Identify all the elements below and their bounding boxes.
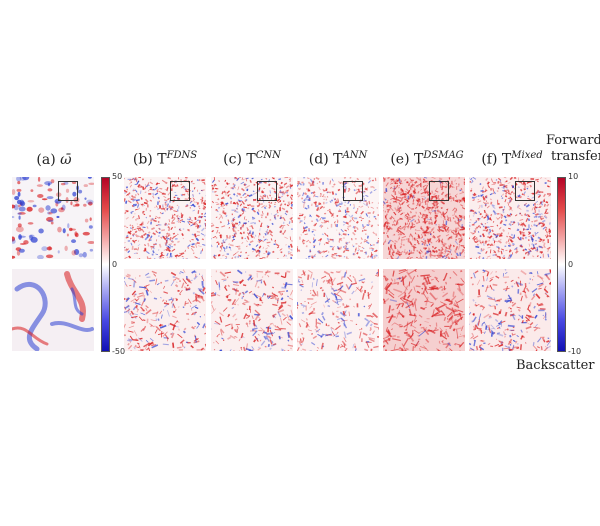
vorticity-colorbar [101,177,110,352]
panel-title-f: (f) TMixed [481,150,543,168]
cnn-zoom-image [211,269,293,351]
zoom-region-box-b [170,181,190,201]
zoom-region-box-f [515,181,535,201]
mixed-transfer-image [469,177,551,259]
fdns-zoom-image [124,269,206,351]
dsmag-transfer-panel [383,177,465,259]
vorticity-colorbar-min: -50 [112,347,126,356]
vorticity-colorbar-max: 50 [112,172,123,181]
cnn-transfer-image [211,177,293,259]
forward-transfer-label-line2: transfer [551,149,600,164]
fdns-zoom-panel [124,269,206,351]
transfer-colorbar-mid: 0 [568,260,574,269]
panel-title-c: (c) TCNN [223,150,281,168]
fdns-transfer-image [124,177,206,259]
backscatter-label: Backscatter [516,358,595,373]
cnn-zoom-panel [211,269,293,351]
transfer-colorbar-min: -10 [568,347,582,356]
dsmag-zoom-image [383,269,465,351]
mixed-zoom-panel [469,269,551,351]
mixed-zoom-image [469,269,551,351]
dsmag-transfer-image [383,177,465,259]
vorticity-field-panel [12,177,94,259]
ann-transfer-panel [297,177,379,259]
cnn-transfer-panel [211,177,293,259]
vorticity-field-image [12,177,94,259]
transfer-colorbar [557,177,566,352]
zoom-region-box-a [58,181,78,201]
vorticity-colorbar-mid: 0 [112,260,118,269]
vorticity-zoom-panel [12,269,94,351]
transfer-colorbar-max: 10 [568,172,579,181]
fdns-transfer-panel [124,177,206,259]
zoom-region-box-c [257,181,277,201]
ann-transfer-image [297,177,379,259]
ann-zoom-panel [297,269,379,351]
vorticity-zoom-image [12,269,94,351]
forward-transfer-label-line1: Forward [546,133,600,148]
zoom-region-box-d [343,181,363,201]
panel-title-b: (b) TFDNS [132,150,198,168]
panel-title-d: (d) TANN [308,150,368,168]
ann-zoom-image [297,269,379,351]
dsmag-zoom-panel [383,269,465,351]
zoom-region-box-e [429,181,449,201]
panel-title-e: (e) TDSMAG [390,150,464,168]
panel-title-a: (a) ω̄ [36,152,72,168]
mixed-transfer-panel [469,177,551,259]
